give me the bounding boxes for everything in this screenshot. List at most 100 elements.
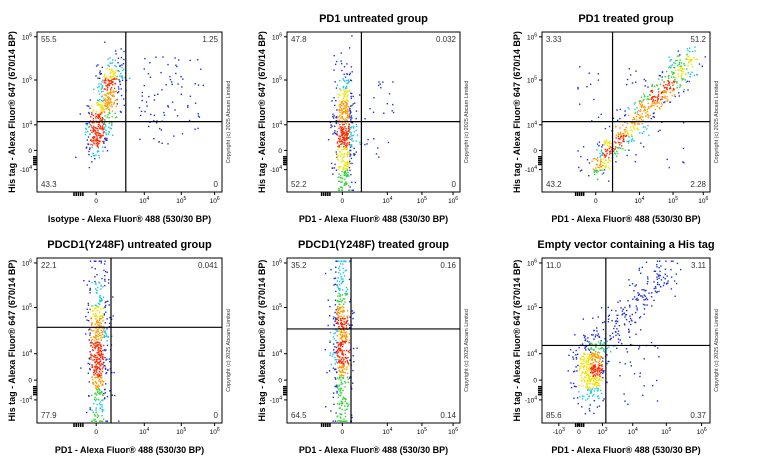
event-dot xyxy=(620,147,622,149)
event-dot xyxy=(339,413,342,415)
event-dot xyxy=(687,65,689,67)
event-dot xyxy=(620,136,622,139)
event-dot xyxy=(103,88,105,90)
event-dot xyxy=(93,88,95,90)
quadrant-percent-ul: 35.2 xyxy=(291,261,307,270)
event-dot xyxy=(340,342,343,344)
event-dot xyxy=(651,85,654,87)
event-dot xyxy=(669,87,671,90)
event-dot xyxy=(96,306,99,308)
event-dot xyxy=(339,111,341,114)
event-dot xyxy=(671,64,674,66)
event-dot xyxy=(355,123,357,126)
event-dot xyxy=(341,317,343,320)
event-dot xyxy=(171,83,173,86)
event-dot xyxy=(352,95,354,98)
event-dot xyxy=(347,137,350,139)
event-dot xyxy=(334,104,336,107)
event-dot xyxy=(594,378,596,380)
event-dot xyxy=(593,173,596,176)
event-dot xyxy=(103,263,106,265)
event-dot xyxy=(102,384,104,386)
event-dot xyxy=(601,365,603,367)
event-dot xyxy=(92,359,94,361)
event-dot xyxy=(99,72,101,74)
event-dot xyxy=(97,134,100,136)
event-dot xyxy=(661,91,664,93)
event-dot xyxy=(663,91,666,93)
event-dot xyxy=(180,93,182,95)
event-dot xyxy=(202,84,205,86)
event-dot xyxy=(588,341,590,343)
event-dot xyxy=(680,62,683,64)
event-dot xyxy=(351,416,353,419)
event-dot xyxy=(597,363,600,366)
quadrant-percent-ur: 51.2 xyxy=(690,35,706,44)
event-dot xyxy=(631,82,634,84)
event-dot xyxy=(342,124,344,126)
event-dot xyxy=(99,137,101,139)
event-dot xyxy=(595,384,597,386)
event-dot xyxy=(656,84,658,86)
event-dot xyxy=(189,95,192,97)
event-dot xyxy=(116,77,118,79)
event-dot xyxy=(140,110,143,113)
event-dot xyxy=(347,130,349,132)
event-dot xyxy=(575,358,578,360)
event-dot xyxy=(335,350,338,353)
event-dot xyxy=(687,72,689,74)
event-dot xyxy=(673,81,675,84)
event-dot xyxy=(583,395,585,397)
event-dot xyxy=(641,289,643,291)
event-dot xyxy=(326,371,328,374)
event-dot xyxy=(340,315,342,317)
event-dot xyxy=(93,127,95,129)
event-dot xyxy=(584,353,586,355)
event-dot xyxy=(622,124,624,126)
event-dot xyxy=(585,359,587,361)
event-dot xyxy=(336,349,339,352)
event-dot xyxy=(663,81,665,83)
event-dot xyxy=(683,63,685,65)
event-dot xyxy=(352,369,354,372)
event-dot xyxy=(97,77,99,79)
event-dot xyxy=(343,298,346,300)
event-dot xyxy=(96,289,98,292)
event-dot xyxy=(334,368,336,371)
x-tick-label: 106 xyxy=(210,196,220,205)
event-dot xyxy=(95,335,97,337)
event-dot xyxy=(630,129,632,131)
event-dot xyxy=(572,382,575,385)
event-dot xyxy=(160,71,162,74)
event-dot xyxy=(596,171,598,173)
event-dot xyxy=(336,286,339,288)
event-dot xyxy=(388,93,391,95)
event-dot xyxy=(91,379,94,381)
event-dot xyxy=(646,98,648,100)
event-dot xyxy=(91,349,94,351)
event-dot xyxy=(339,333,341,335)
event-dot xyxy=(344,372,346,374)
event-dot xyxy=(95,355,97,357)
event-dot xyxy=(338,292,340,295)
event-dot xyxy=(103,365,105,367)
event-dot xyxy=(584,376,586,378)
event-dot xyxy=(101,415,103,417)
event-dot xyxy=(114,65,116,67)
event-dot xyxy=(629,315,631,317)
event-dot xyxy=(342,377,345,380)
x-tick-label: 0 xyxy=(341,429,345,436)
event-dot xyxy=(113,72,116,74)
event-dot xyxy=(346,91,348,93)
event-dot xyxy=(93,260,96,262)
event-dot xyxy=(97,103,99,105)
event-dot xyxy=(342,267,344,270)
y-tick-label: 106 xyxy=(527,258,537,267)
event-dot xyxy=(106,358,108,360)
event-dot xyxy=(98,349,100,351)
event-dot xyxy=(346,360,348,362)
event-dot xyxy=(646,108,649,111)
event-dot xyxy=(694,46,696,48)
event-dot xyxy=(99,303,101,305)
event-dot xyxy=(333,324,336,327)
